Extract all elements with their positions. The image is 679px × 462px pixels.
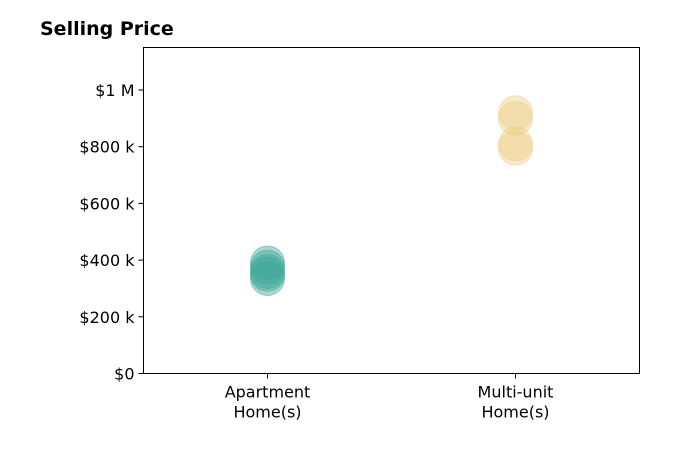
data-point bbox=[250, 256, 285, 292]
y-tick-label: $1 M bbox=[95, 81, 134, 100]
data-point bbox=[250, 249, 285, 285]
y-tick-label: $600 k bbox=[79, 194, 135, 213]
y-tick-label: $0 bbox=[114, 365, 134, 384]
data-point bbox=[498, 100, 533, 136]
data-point bbox=[498, 95, 533, 131]
x-tick-label-line: Apartment bbox=[225, 383, 311, 402]
data-point bbox=[250, 245, 285, 281]
data-points bbox=[250, 95, 533, 297]
y-axis: $0 $200 k $400 k $600 k $800 k $1 M bbox=[79, 81, 144, 384]
x-tick-label: Multi-unit Home(s) bbox=[478, 383, 554, 422]
y-tick-label: $400 k bbox=[79, 251, 135, 270]
x-tick-label-line: Multi-unit bbox=[478, 383, 554, 402]
y-tick-label: $200 k bbox=[79, 308, 135, 327]
plot-area bbox=[143, 47, 640, 374]
x-tick-label-line: Home(s) bbox=[481, 403, 549, 422]
y-tick-label: $800 k bbox=[79, 138, 135, 157]
x-tick-label-line: Home(s) bbox=[233, 403, 301, 422]
x-axis: Apartment Home(s)Multi-unit Home(s) bbox=[225, 373, 554, 422]
data-point bbox=[250, 261, 285, 297]
x-tick-label: Apartment Home(s) bbox=[225, 383, 311, 422]
chart-title: Selling Price bbox=[40, 18, 174, 40]
data-point bbox=[498, 130, 533, 166]
data-point bbox=[498, 126, 533, 162]
